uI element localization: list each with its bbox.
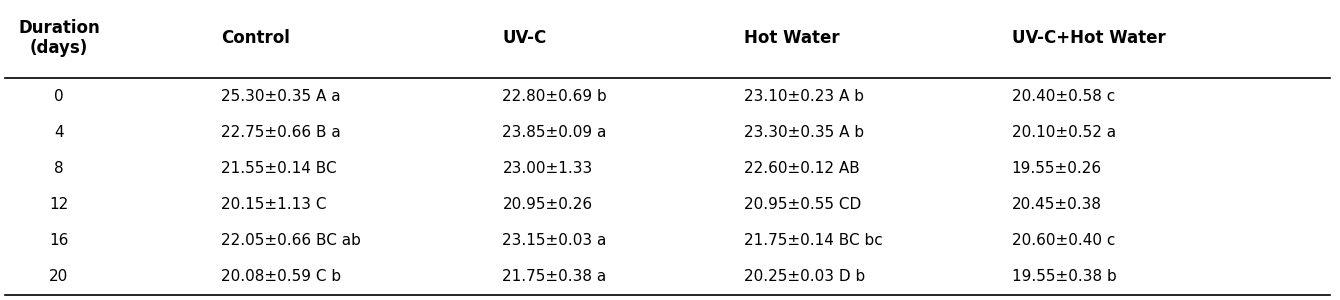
Text: 23.85±0.09 a: 23.85±0.09 a	[502, 125, 607, 140]
Text: 19.55±0.38 b: 19.55±0.38 b	[1012, 269, 1116, 284]
Text: 20.45±0.38: 20.45±0.38	[1012, 197, 1101, 212]
Text: 8: 8	[54, 161, 64, 176]
Text: 20.10±0.52 a: 20.10±0.52 a	[1012, 125, 1116, 140]
Text: 20.95±0.26: 20.95±0.26	[502, 197, 592, 212]
Text: 20.95±0.55 CD: 20.95±0.55 CD	[744, 197, 862, 212]
Text: 20.25±0.03 D b: 20.25±0.03 D b	[744, 269, 864, 284]
Text: 23.10±0.23 A b: 23.10±0.23 A b	[744, 88, 864, 104]
Text: 20.08±0.59 C b: 20.08±0.59 C b	[221, 269, 342, 284]
Text: 22.60±0.12 AB: 22.60±0.12 AB	[744, 161, 859, 176]
Text: UV-C: UV-C	[502, 29, 547, 47]
Text: 20.40±0.58 c: 20.40±0.58 c	[1012, 88, 1115, 104]
Text: Control: Control	[221, 29, 289, 47]
Text: 22.80±0.69 b: 22.80±0.69 b	[502, 88, 607, 104]
Text: Duration
(days): Duration (days)	[17, 19, 100, 57]
Text: 23.30±0.35 A b: 23.30±0.35 A b	[744, 125, 864, 140]
Text: 19.55±0.26: 19.55±0.26	[1012, 161, 1101, 176]
Text: 20.60±0.40 c: 20.60±0.40 c	[1012, 233, 1115, 248]
Text: 22.05±0.66 BC ab: 22.05±0.66 BC ab	[221, 233, 360, 248]
Text: Hot Water: Hot Water	[744, 29, 839, 47]
Text: 21.75±0.14 BC bc: 21.75±0.14 BC bc	[744, 233, 883, 248]
Text: 0: 0	[54, 88, 64, 104]
Text: UV-C+Hot Water: UV-C+Hot Water	[1012, 29, 1166, 47]
Text: 16: 16	[50, 233, 68, 248]
Text: 25.30±0.35 A a: 25.30±0.35 A a	[221, 88, 340, 104]
Text: 21.55±0.14 BC: 21.55±0.14 BC	[221, 161, 336, 176]
Text: 23.15±0.03 a: 23.15±0.03 a	[502, 233, 607, 248]
Text: 23.00±1.33: 23.00±1.33	[502, 161, 592, 176]
Text: 12: 12	[50, 197, 68, 212]
Text: 4: 4	[54, 125, 64, 140]
Text: 21.75±0.38 a: 21.75±0.38 a	[502, 269, 607, 284]
Text: 20: 20	[50, 269, 68, 284]
Text: 20.15±1.13 C: 20.15±1.13 C	[221, 197, 327, 212]
Text: 22.75±0.66 B a: 22.75±0.66 B a	[221, 125, 340, 140]
